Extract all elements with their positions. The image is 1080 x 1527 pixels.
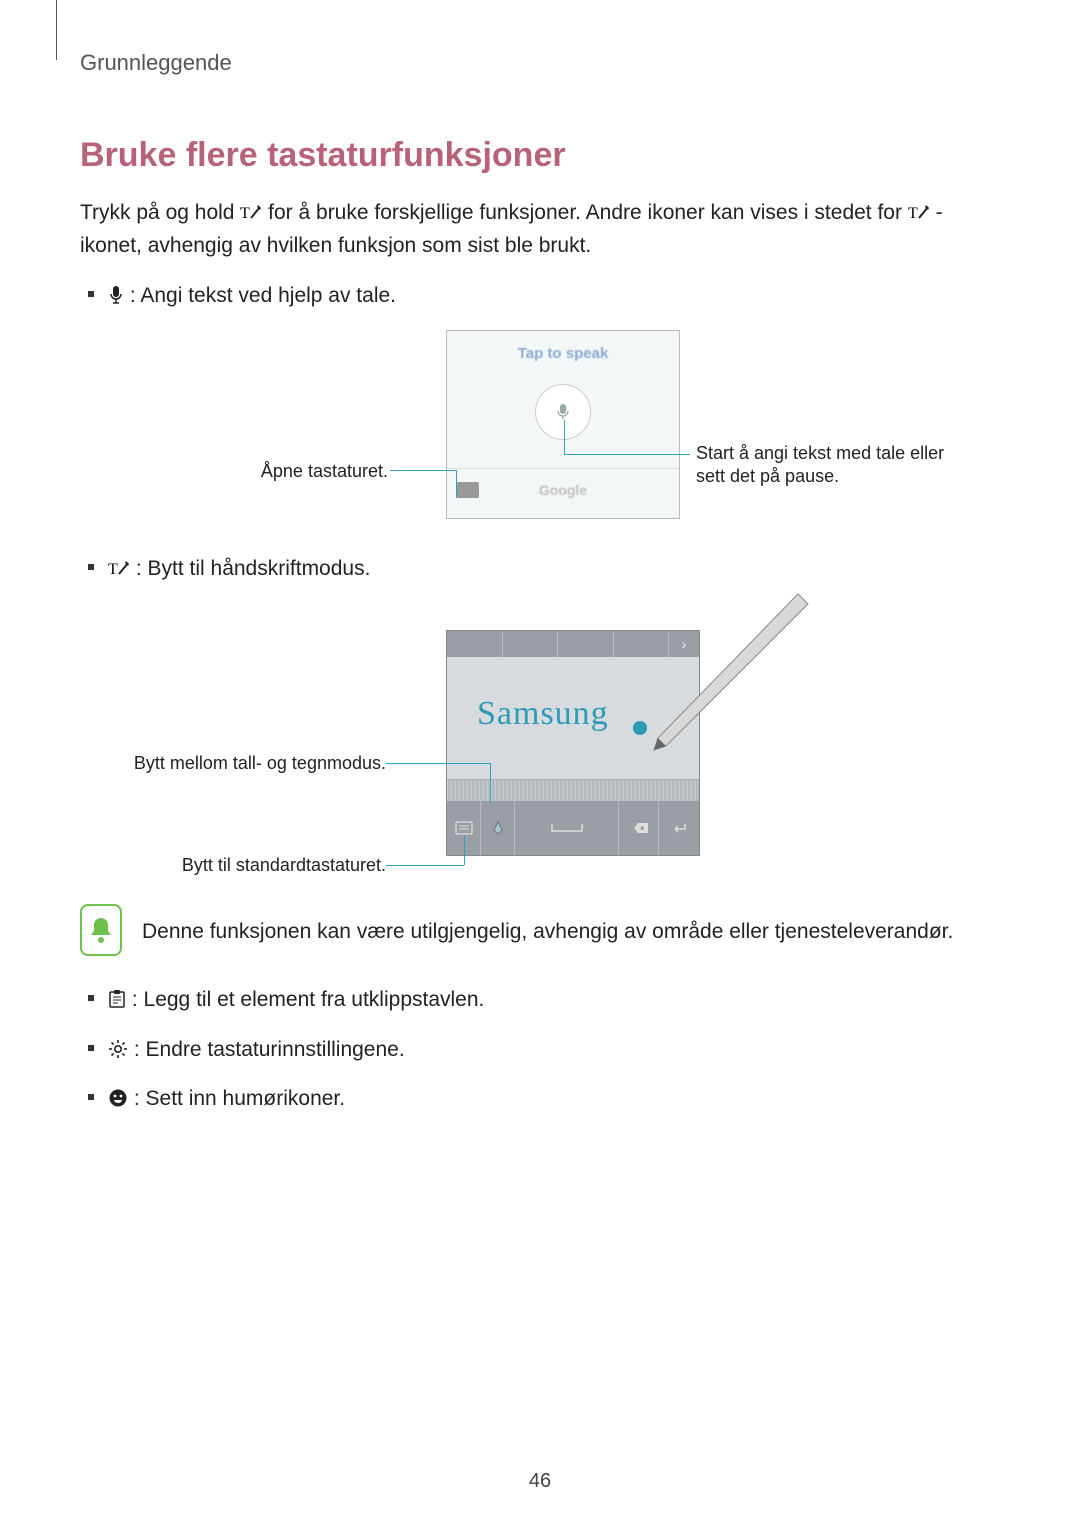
page-title: Bruke flere tastaturfunksjoner — [80, 136, 1000, 175]
note-icon-frame — [80, 904, 122, 956]
callout-line — [456, 470, 457, 498]
bullet-dot-icon — [88, 995, 94, 1001]
pen-mode-button[interactable] — [481, 801, 515, 855]
keyboard-icon[interactable] — [457, 482, 479, 498]
label-std-keyboard: Bytt til standardtastaturet. — [106, 854, 386, 877]
mic-icon — [108, 285, 124, 305]
breadcrumb: Grunnleggende — [80, 50, 1000, 76]
bullet-dot-icon — [88, 564, 94, 570]
bullet-emoji: : Sett inn humørikoner. — [80, 1083, 1000, 1115]
intro-text-2: for å bruke forskjellige funksjoner. And… — [268, 201, 908, 224]
bullet-settings-text: : Endre tastaturinnstillingene. — [134, 1038, 405, 1061]
bullet-dot-icon — [88, 1045, 94, 1051]
note-text: Denne funksjonen kan være utilgjengelig,… — [142, 904, 953, 949]
note-callout: Denne funksjonen kan være utilgjengelig,… — [80, 904, 1000, 956]
enter-button[interactable] — [659, 801, 699, 855]
callout-line — [386, 865, 464, 866]
voice-figure: Åpne tastaturet. Start å angi tekst med … — [80, 330, 1000, 525]
label-start-voice: Start å angi tekst med tale eller sett d… — [696, 442, 956, 489]
svg-text:T: T — [908, 205, 918, 222]
mic-icon — [556, 403, 570, 421]
svg-text:×: × — [640, 824, 645, 833]
callout-line — [386, 763, 490, 764]
intro-text-1: Trykk på og hold — [80, 201, 240, 224]
t-pen-icon: T — [108, 560, 130, 578]
keyboard-icon — [455, 821, 473, 835]
ink-dot — [633, 721, 647, 735]
tap-to-speak-text: Tap to speak — [447, 345, 679, 362]
bullet-handwriting: T : Bytt til håndskriftmodus. — [80, 553, 1000, 585]
svg-text:T: T — [108, 561, 118, 578]
bullet-emoji-text: : Sett inn humørikoner. — [134, 1087, 345, 1110]
space-button[interactable] — [515, 801, 619, 855]
bullet-clip-text: : Legg til et element fra utklippstavlen… — [132, 988, 485, 1011]
callout-line — [564, 420, 565, 454]
page-number: 46 — [0, 1470, 1080, 1493]
bullet-voice-text: : Angi tekst ved hjelp av tale. — [130, 284, 396, 307]
handwriting-figure: Bytt mellom tall- og tegnmodus. Bytt til… — [80, 602, 1000, 892]
pen-nib-icon — [490, 820, 506, 836]
voice-panel: Tap to speak Google — [446, 330, 680, 519]
svg-text:T: T — [240, 205, 250, 222]
mic-button[interactable] — [535, 384, 591, 440]
label-open-keyboard: Åpne tastaturet. — [261, 460, 388, 483]
bullet-settings: : Endre tastaturinnstillingene. — [80, 1034, 1000, 1066]
margin-rule — [56, 0, 57, 60]
clipboard-icon — [108, 989, 126, 1009]
callout-line — [390, 470, 456, 471]
gear-icon — [108, 1039, 128, 1059]
hw-canvas[interactable]: Samsung — [447, 657, 699, 779]
handwriting-sample: Samsung — [477, 695, 609, 733]
backspace-icon: × — [628, 821, 650, 835]
t-pen-icon: T — [908, 204, 930, 222]
handwriting-panel: › Samsung × — [446, 630, 700, 856]
hw-toolbar: × — [447, 801, 699, 855]
emoji-icon — [108, 1088, 128, 1108]
label-num-symbol: Bytt mellom tall- og tegnmodus. — [106, 752, 386, 775]
hw-suggestion-bar: › — [447, 631, 699, 657]
callout-line — [564, 454, 690, 455]
callout-line — [464, 835, 465, 865]
bullet-clipboard: : Legg til et element fra utklippstavlen… — [80, 984, 1000, 1016]
google-text: Google — [479, 482, 647, 498]
callout-line — [490, 763, 491, 803]
bullet-dot-icon — [88, 1094, 94, 1100]
bullet-dot-icon — [88, 291, 94, 297]
t-pen-icon: T — [240, 204, 262, 222]
intro-paragraph: Trykk på og hold T for å bruke forskjell… — [80, 197, 1000, 262]
chevron-right-icon[interactable]: › — [682, 636, 687, 652]
space-icon — [550, 822, 584, 834]
bell-icon — [88, 915, 114, 945]
enter-icon — [670, 821, 688, 835]
hw-ruler — [447, 779, 699, 801]
page: Grunnleggende Bruke flere tastaturfunksj… — [0, 0, 1080, 1527]
backspace-button[interactable]: × — [619, 801, 659, 855]
bullet-hw-text: : Bytt til håndskriftmodus. — [136, 557, 371, 580]
bullet-voice: : Angi tekst ved hjelp av tale. — [80, 280, 1000, 312]
